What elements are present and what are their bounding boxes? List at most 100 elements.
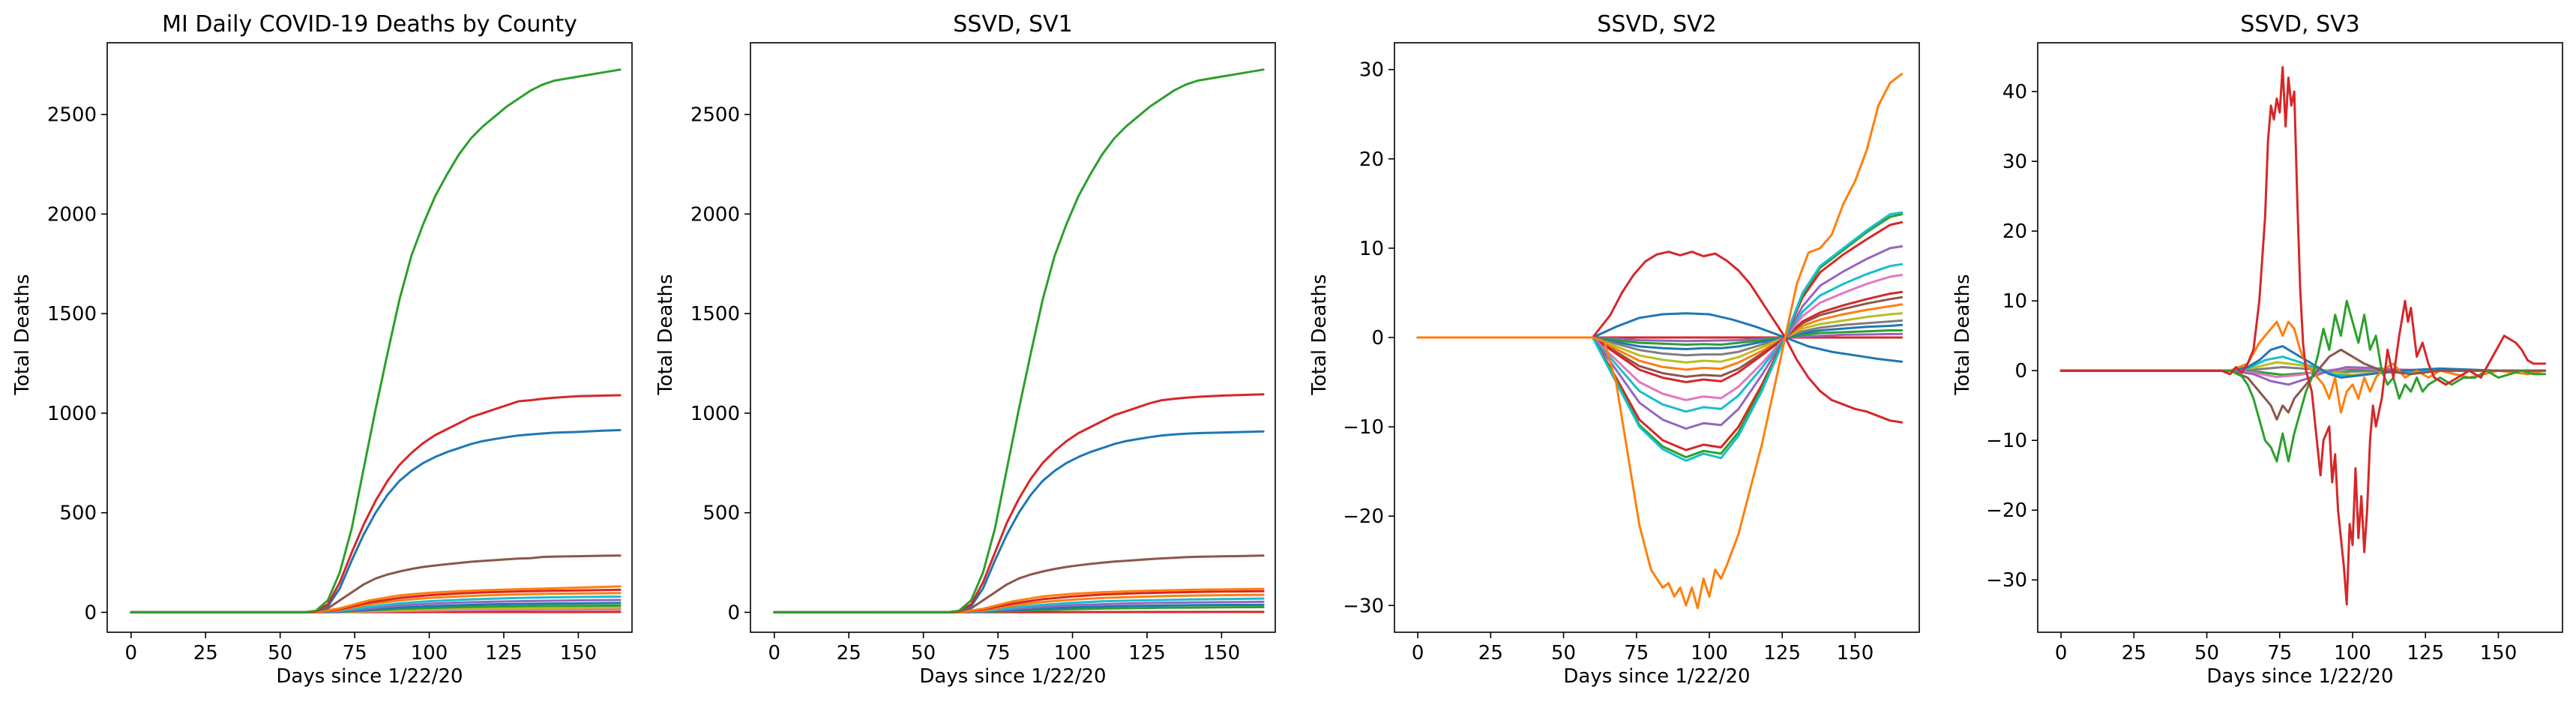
x-tick-label: 0 — [2055, 642, 2068, 664]
series-line-3 — [130, 429, 622, 614]
y-tick-label: 10 — [2002, 290, 2027, 313]
series-line-1 — [1416, 73, 1904, 610]
y-tick-label: −30 — [1986, 569, 2027, 592]
y-tick-label: 500 — [59, 502, 97, 525]
panel-2-frame — [750, 42, 1276, 633]
y-tick-label: 2000 — [47, 203, 97, 226]
y-tick-label: 500 — [702, 502, 740, 525]
x-tick-label: 150 — [1203, 642, 1241, 664]
y-tick-label: 30 — [2002, 151, 2027, 173]
x-tick-label: 100 — [1054, 642, 1092, 664]
y-tick-label: 1000 — [690, 403, 740, 425]
panel-1-title: MI Daily COVID-19 Deaths by County — [162, 11, 577, 38]
x-tick-label: 50 — [1551, 642, 1576, 664]
panel-4-series — [2059, 66, 2547, 606]
panel-1-series — [130, 68, 622, 614]
series-line-2 — [2059, 299, 2547, 463]
x-tick-label: 125 — [1763, 642, 1801, 664]
y-tick-label: 20 — [2002, 220, 2027, 243]
series-line-15 — [1416, 323, 1904, 350]
panel-3-title: SSVD, SV2 — [1597, 11, 1716, 38]
y-tick-label: 30 — [1359, 59, 1384, 82]
y-tick-label: 1500 — [690, 303, 740, 326]
series-line-8 — [1416, 262, 1904, 413]
series-line-4 — [1416, 211, 1904, 462]
panel-4-xlabel: Days since 1/22/20 — [2206, 665, 2393, 688]
series-line-4 — [130, 554, 622, 614]
y-tick-label: 0 — [84, 602, 97, 624]
y-tick-label: 40 — [2002, 81, 2027, 104]
y-tick-label: −20 — [1986, 500, 2027, 522]
x-tick-label: 125 — [1128, 642, 1166, 664]
y-tick-label: 2500 — [690, 104, 740, 127]
panel-3-xlabel: Days since 1/22/20 — [1563, 665, 1750, 688]
panel-1-ylabel: Total Deaths — [11, 274, 34, 395]
x-tick-label: 75 — [986, 642, 1011, 664]
x-tick-label: 150 — [560, 642, 598, 664]
x-tick-label: 125 — [2407, 642, 2444, 664]
y-tick-label: −10 — [1343, 416, 1384, 439]
series-line-5 — [773, 587, 1265, 614]
x-tick-label: 150 — [1837, 642, 1874, 664]
panel-4-title: SSVD, SV3 — [2240, 11, 2359, 38]
x-tick-label: 50 — [2194, 642, 2219, 664]
series-line-11 — [1416, 296, 1904, 378]
y-tick-label: 0 — [1371, 327, 1384, 350]
x-tick-label: 75 — [1624, 642, 1649, 664]
y-tick-label: 20 — [1359, 148, 1384, 171]
series-line-5 — [130, 585, 622, 614]
x-tick-label: 150 — [2480, 642, 2518, 664]
x-tick-label: 0 — [1412, 642, 1424, 664]
panel-2-title: SSVD, SV1 — [953, 11, 1072, 38]
y-tick-label: −20 — [1343, 506, 1384, 528]
panel-3: SSVD, SV2 Days since 1/22/20 Total Death… — [1308, 11, 1920, 688]
x-tick-label: 0 — [125, 642, 138, 664]
x-tick-label: 25 — [1478, 642, 1503, 664]
panel-4-frame — [2037, 42, 2563, 633]
x-tick-label: 125 — [485, 642, 523, 664]
panel-3-series — [1416, 73, 1904, 610]
x-tick-label: 100 — [2334, 642, 2371, 664]
x-tick-label: 0 — [768, 642, 781, 664]
series-line-3 — [1416, 312, 1904, 363]
y-tick-label: 10 — [1359, 238, 1384, 260]
panel-2-xlabel: Days since 1/22/20 — [919, 665, 1106, 688]
panel-3-plot: 0 25 50 75 100 125 150 −30 −20 −10 0 10 20 30 — [1343, 42, 1920, 664]
series-line-9 — [1416, 274, 1904, 401]
panel-4: SSVD, SV3 Days since 1/22/20 Total Death… — [1951, 11, 2563, 688]
series-line-1 — [2059, 66, 2547, 606]
x-tick-label: 75 — [343, 642, 367, 664]
y-tick-label: 2500 — [47, 104, 97, 127]
series-line-4 — [773, 554, 1265, 614]
series-line-1 — [130, 68, 622, 614]
panel-2: SSVD, SV1 Days since 1/22/20 Total Death… — [654, 11, 1276, 688]
panel-3-ylabel: Total Deaths — [1308, 274, 1331, 395]
panel-1-frame — [106, 42, 633, 633]
series-line-2 — [773, 393, 1265, 614]
x-tick-label: 100 — [1691, 642, 1728, 664]
panel-2-ylabel: Total Deaths — [654, 274, 677, 395]
y-tick-label: 1000 — [47, 403, 97, 425]
panel-4-ylabel: Total Deaths — [1951, 274, 1974, 395]
x-tick-label: 50 — [911, 642, 936, 664]
series-line-6 — [1416, 220, 1904, 452]
series-line-2 — [130, 394, 622, 614]
series-line-2 — [1416, 250, 1904, 424]
y-tick-label: 1500 — [47, 303, 97, 326]
series-line-16 — [1416, 329, 1904, 346]
x-tick-label: 100 — [411, 642, 448, 664]
panel-2-series — [773, 68, 1265, 614]
y-tick-label: 2000 — [690, 203, 740, 226]
x-tick-label: 25 — [193, 642, 218, 664]
x-tick-label: 50 — [268, 642, 292, 664]
panel-1: MI Daily COVID-19 Deaths by County Days … — [11, 11, 633, 688]
y-tick-label: 0 — [2014, 360, 2027, 382]
y-tick-label: 0 — [727, 602, 740, 624]
x-tick-label: 25 — [2122, 642, 2146, 664]
x-tick-label: 75 — [2267, 642, 2292, 664]
series-line-12 — [1416, 303, 1904, 371]
